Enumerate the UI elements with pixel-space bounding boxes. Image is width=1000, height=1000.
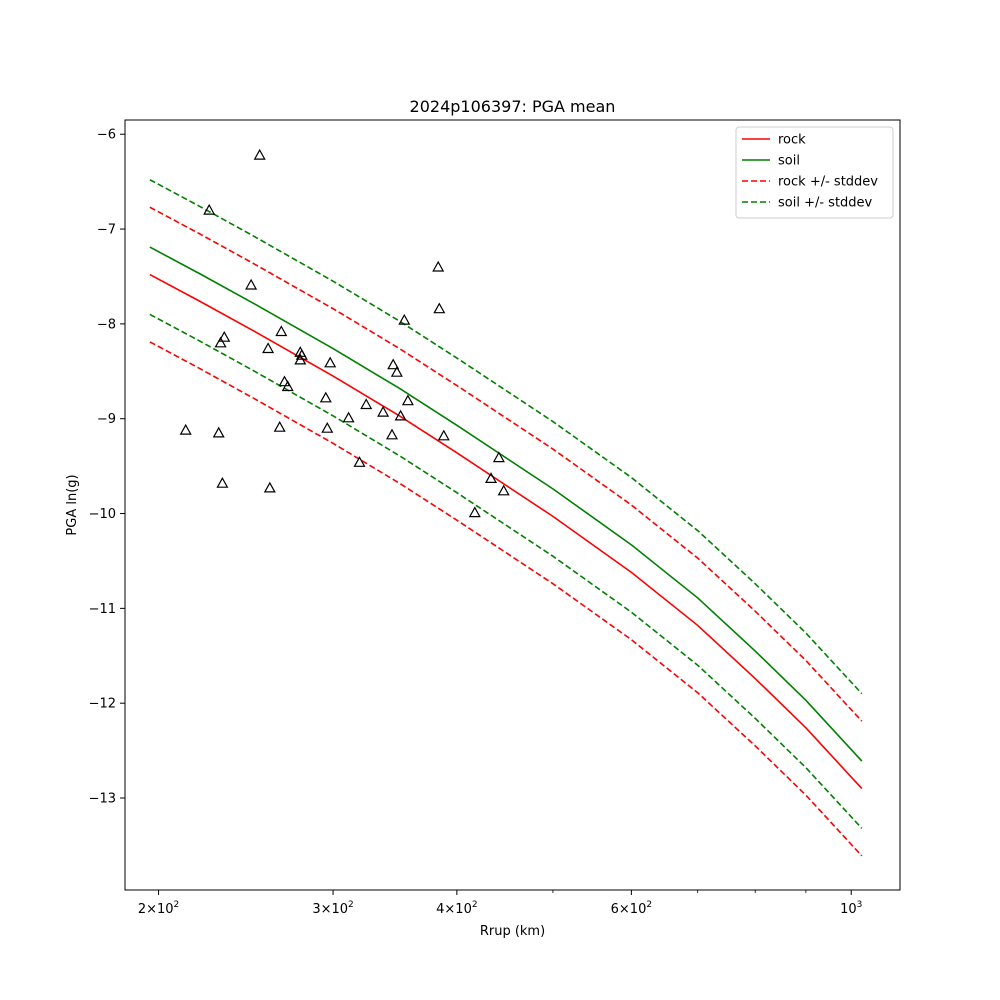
observation-point (387, 358, 400, 370)
x-tick-label: 2×102 (138, 900, 179, 917)
y-tick-label: −12 (89, 697, 116, 712)
observation-points (179, 148, 510, 518)
x-tick-label: 3×102 (312, 900, 353, 917)
observation-point (212, 426, 225, 438)
y-axis-ticks: −6 −7 −8 −9 −10 −11 −12 −13 (89, 128, 125, 807)
observation-point (295, 348, 308, 360)
observation-point (319, 391, 332, 403)
observation-point (484, 472, 498, 483)
chart-title: 2024p106397: PGA mean (410, 97, 616, 116)
x-axis-label: Rrup (km) (480, 924, 545, 939)
axes-frame (124, 119, 901, 891)
series-line-5 (149, 313, 863, 829)
legend-entry: rock (778, 133, 806, 148)
observation-point (321, 421, 334, 433)
x-axis-ticks: 2×102 3×102 4×102 6×102 103 (138, 890, 862, 917)
observation-point (218, 330, 231, 342)
observation-point (353, 456, 366, 467)
legend-frame (735, 126, 894, 219)
x-tick-label: 6×102 (611, 900, 652, 917)
observation-point (214, 336, 227, 348)
legend-entry: soil (778, 154, 800, 169)
observation-point (394, 409, 407, 421)
y-tick-label: −9 (97, 412, 116, 427)
series-layer (149, 179, 863, 857)
observation-point (433, 302, 446, 314)
legend: rock soil rock +/- stddev soil +/- stddev (735, 126, 894, 219)
observation-point (324, 356, 337, 368)
observation-point (385, 428, 399, 440)
observation-point (432, 260, 445, 272)
observation-point (437, 429, 450, 441)
observation-point (342, 411, 355, 423)
legend-entry: soil +/- stddev (778, 196, 873, 211)
observation-point (263, 481, 276, 493)
legend-entry: rock +/- stddev (778, 175, 878, 190)
y-axis-label: PGA ln(g) (65, 474, 80, 535)
series-line-0 (149, 273, 863, 790)
y-tick-label: −7 (97, 223, 116, 238)
series-line-3 (149, 341, 863, 857)
x-tick-label: 103 (840, 900, 862, 917)
series-line-4 (149, 179, 863, 695)
observation-point (468, 506, 481, 518)
observation-point (360, 398, 373, 410)
observation-point (390, 365, 403, 377)
observation-point (281, 380, 294, 392)
series-line-1 (149, 246, 863, 762)
observation-point (262, 342, 275, 354)
y-tick-label: −6 (97, 128, 116, 143)
observation-point (253, 148, 266, 160)
observation-point (245, 278, 258, 290)
series-line-2 (149, 206, 863, 722)
observation-point (294, 353, 307, 365)
x-tick-label: 4×102 (436, 900, 477, 917)
observation-point (398, 313, 411, 325)
observation-point (492, 451, 505, 463)
observation-point (497, 484, 510, 496)
observation-point (203, 203, 216, 215)
y-tick-label: −11 (89, 602, 116, 617)
y-tick-label: −13 (89, 792, 116, 807)
observation-point (273, 420, 286, 432)
observation-point (216, 476, 229, 488)
observation-point (377, 405, 390, 417)
y-tick-label: −8 (97, 317, 116, 332)
observation-point (275, 325, 288, 337)
observation-point (401, 394, 414, 406)
y-tick-label: −10 (89, 507, 116, 522)
observation-point (278, 375, 291, 387)
plot-area (149, 148, 863, 857)
observation-point (179, 423, 192, 435)
